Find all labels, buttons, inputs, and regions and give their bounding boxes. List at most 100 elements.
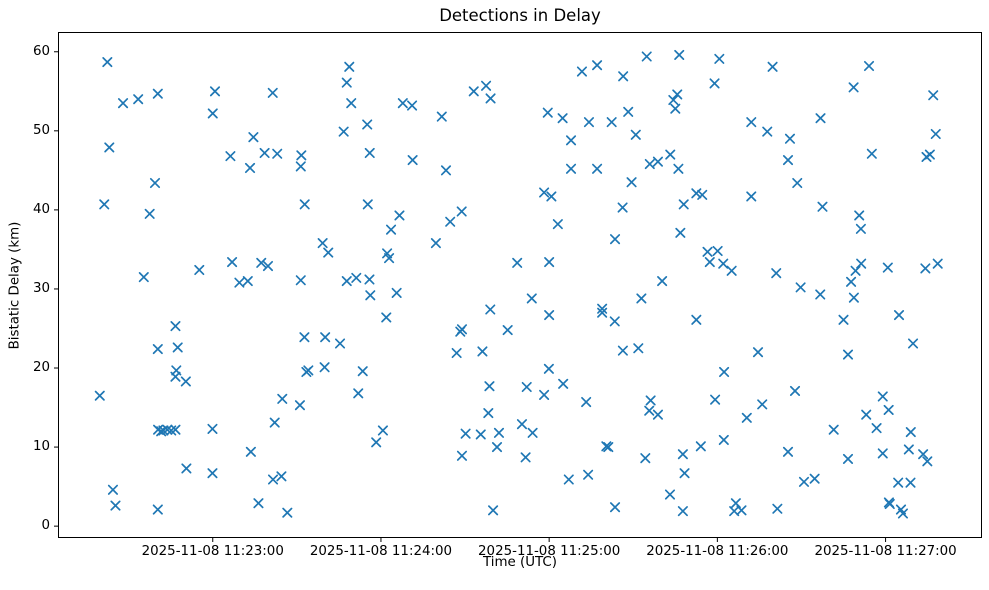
data-point-marker	[609, 234, 621, 245]
data-point-marker	[362, 199, 373, 210]
data-point-marker	[282, 507, 293, 518]
data-point-marker	[626, 177, 637, 188]
data-point-marker	[207, 108, 218, 119]
data-point-marker	[468, 86, 479, 97]
x-axis-label: Time (UTC)	[482, 555, 558, 570]
data-point-marker	[353, 388, 364, 399]
y-tick-label: 40	[32, 202, 50, 218]
data-point-marker	[227, 257, 238, 268]
data-point-marker	[299, 199, 310, 210]
data-point-marker	[362, 119, 373, 130]
data-point-marker	[248, 132, 259, 143]
data-point-marker	[603, 442, 614, 453]
data-point-marker	[544, 309, 555, 321]
data-point-marker	[493, 427, 505, 438]
data-point-marker	[652, 409, 663, 420]
data-point-marker	[795, 282, 806, 293]
data-point-marker	[539, 389, 550, 400]
data-point-marker	[702, 246, 713, 257]
data-point-marker	[817, 201, 828, 212]
data-point-marker	[670, 103, 681, 114]
data-point-marker	[488, 505, 499, 516]
data-point-marker	[527, 427, 538, 438]
data-point-marker	[581, 396, 592, 408]
data-point-marker	[107, 484, 118, 495]
data-point-marker	[397, 98, 408, 109]
data-point-marker	[244, 162, 256, 174]
data-point-marker	[691, 188, 702, 199]
data-point-marker	[850, 265, 861, 276]
data-point-marker	[815, 113, 826, 124]
data-point-marker	[207, 423, 218, 434]
data-point-marker	[657, 275, 668, 287]
y-tick-label: 50	[32, 123, 50, 139]
data-point-marker	[592, 60, 603, 71]
data-point-marker	[138, 272, 149, 283]
data-point-marker	[695, 441, 706, 452]
y-tick-label: 10	[32, 439, 50, 455]
data-point-marker	[371, 437, 382, 448]
data-point-marker	[583, 469, 594, 480]
data-point-marker	[430, 238, 441, 249]
data-point-marker	[245, 446, 256, 457]
data-point-marker	[558, 378, 569, 389]
data-point-marker	[357, 366, 368, 377]
data-point-marker	[269, 417, 280, 428]
data-point-marker	[485, 93, 496, 104]
data-point-marker	[668, 94, 679, 106]
data-point-marker	[893, 309, 905, 321]
data-point-marker	[905, 427, 916, 438]
data-point-marker	[782, 155, 794, 166]
data-point-marker	[762, 126, 773, 137]
data-point-marker	[664, 489, 676, 500]
data-point-marker	[456, 324, 468, 335]
data-point-marker	[905, 477, 916, 488]
data-point-marker	[512, 257, 523, 268]
data-point-marker	[903, 444, 914, 455]
y-tick-label: 0	[41, 518, 50, 534]
data-point-marker	[557, 113, 568, 124]
data-point-marker	[407, 155, 418, 166]
data-point-marker	[609, 316, 620, 327]
data-point-marker	[815, 289, 826, 300]
data-point-marker	[170, 371, 181, 382]
data-point-marker	[207, 468, 218, 479]
data-point-marker	[475, 429, 486, 440]
data-point-marker	[809, 473, 820, 484]
data-point-marker	[863, 60, 875, 72]
data-point-marker	[592, 163, 603, 174]
data-point-marker	[364, 147, 375, 159]
data-point-marker	[502, 325, 513, 336]
data-point-marker	[640, 453, 651, 464]
x-tick-label: 2025-11-08 11:24:00	[309, 544, 453, 559]
data-point-marker	[617, 345, 628, 356]
data-point-marker	[828, 424, 839, 435]
data-point-marker	[152, 343, 163, 355]
data-point-marker	[351, 272, 362, 283]
data-point-marker	[546, 191, 557, 202]
data-point-marker	[181, 463, 192, 474]
data-point-marker	[481, 80, 492, 91]
data-point-marker	[563, 474, 574, 485]
data-point-marker	[483, 408, 494, 419]
data-point-marker	[772, 503, 783, 514]
data-point-marker	[726, 265, 737, 276]
data-point-marker	[848, 292, 859, 303]
data-point-marker	[144, 208, 155, 219]
data-point-marker	[767, 61, 778, 72]
data-point-marker	[871, 423, 882, 434]
data-point-marker	[544, 257, 555, 268]
data-point-marker	[679, 468, 690, 479]
data-point-marker	[718, 258, 729, 269]
data-point-marker	[149, 177, 161, 189]
data-point-marker	[299, 332, 310, 343]
data-point-marker	[296, 150, 307, 161]
data-point-marker	[152, 504, 163, 515]
data-point-marker	[94, 390, 105, 401]
data-point-marker	[267, 87, 278, 98]
data-point-marker	[295, 275, 306, 286]
data-point-marker	[451, 347, 462, 359]
data-point-marker	[630, 129, 641, 140]
